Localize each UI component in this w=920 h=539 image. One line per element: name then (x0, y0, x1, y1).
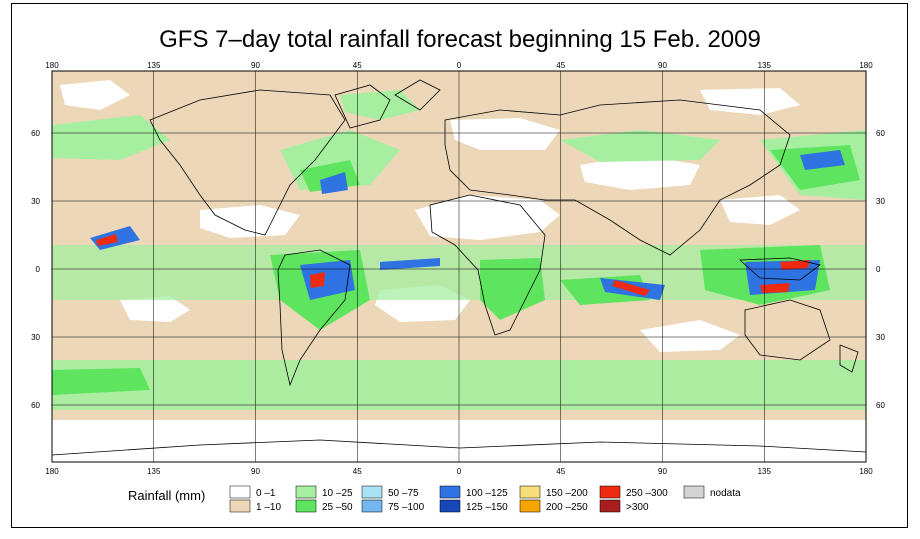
map-border (51, 70, 867, 463)
legend-swatch (295, 485, 317, 499)
lat-label: 30 (31, 197, 40, 206)
lon-label: 135 (147, 61, 161, 70)
lon-label: 90 (251, 467, 260, 476)
legend-label: 1 –10 (256, 502, 281, 513)
lon-label: 45 (353, 467, 362, 476)
lon-label: 0 (457, 467, 462, 476)
lon-label: 0 (457, 61, 462, 70)
legend-swatch (519, 485, 541, 499)
lat-labels-left: 60 30 0 30 60 (31, 129, 40, 410)
legend-swatch (361, 499, 383, 513)
figure-frame (11, 3, 908, 528)
legend-label: 25 –50 (322, 502, 353, 513)
map-title: GFS 7–day total rainfall forecast beginn… (159, 26, 761, 53)
lon-label: 45 (556, 61, 565, 70)
lat-label: 30 (876, 333, 885, 342)
legend-swatch (599, 485, 621, 499)
lat-label: 60 (31, 401, 40, 410)
lon-labels-bottom: 180 135 90 45 0 45 90 135 180 (45, 467, 873, 476)
legend-label: 0 –1 (256, 488, 276, 499)
legend-label: >300 (626, 502, 649, 513)
lon-label: 180 (859, 467, 873, 476)
lon-label: 45 (556, 467, 565, 476)
graticule (52, 71, 866, 462)
lat-label: 60 (876, 129, 885, 138)
lon-label: 135 (147, 467, 161, 476)
lat-label: 60 (31, 129, 40, 138)
lon-label: 180 (45, 467, 59, 476)
legend-label: 100 –125 (466, 488, 508, 499)
legend-label: 200 –250 (546, 502, 588, 513)
legend-swatch (229, 485, 251, 499)
lon-label: 90 (658, 61, 667, 70)
lat-label: 0 (876, 265, 881, 274)
legend-swatch (229, 499, 251, 513)
lat-label: 30 (876, 197, 885, 206)
lon-label: 135 (758, 467, 772, 476)
lat-labels-right: 60 30 0 30 60 (876, 129, 885, 410)
legend-title: Rainfall (mm) (128, 488, 205, 503)
coastlines (52, 79, 866, 456)
legend-swatch (295, 499, 317, 513)
legend-label: 250 –300 (626, 488, 668, 499)
lon-label: 180 (45, 61, 59, 70)
lon-label: 90 (251, 61, 260, 70)
legend: Rainfall (mm) 0 –1 1 –10 10 –25 25 –50 5… (128, 485, 741, 513)
legend-label: nodata (710, 488, 741, 499)
lon-label: 90 (658, 467, 667, 476)
legend-label: 50 –75 (388, 488, 419, 499)
legend-swatch (599, 499, 621, 513)
lat-label: 30 (31, 333, 40, 342)
lat-label: 0 (36, 265, 41, 274)
legend-label: 150 –200 (546, 488, 588, 499)
legend-label: 75 –100 (388, 502, 425, 513)
legend-swatch (519, 499, 541, 513)
legend-swatch (683, 485, 705, 499)
lon-label: 180 (859, 61, 873, 70)
extreme-rain-areas (96, 234, 810, 296)
legend-label: 10 –25 (322, 488, 353, 499)
legend-swatch (439, 499, 461, 513)
lat-label: 60 (876, 401, 885, 410)
map-area (52, 71, 866, 462)
lon-label: 45 (353, 61, 362, 70)
legend-label: 125 –150 (466, 502, 508, 513)
lon-label: 135 (758, 61, 772, 70)
legend-swatch (439, 485, 461, 499)
lon-labels-top: 180 135 90 45 0 45 90 135 180 (45, 61, 873, 70)
legend-swatch (361, 485, 383, 499)
